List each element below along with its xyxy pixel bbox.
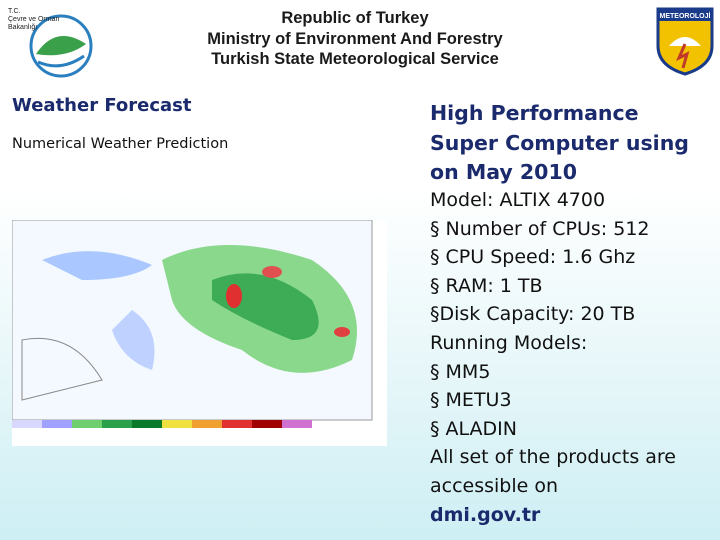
ministry-logo [29, 14, 93, 78]
logo-line: Çevre ve Orman [8, 16, 60, 23]
logo-line: T.C. [8, 8, 21, 15]
spec-line: § RAM: 1 TB [430, 274, 543, 297]
title-line: on May 2010 [430, 160, 577, 184]
spec-line: accessible on [430, 474, 559, 497]
left-subtitle: Numerical Weather Prediction [12, 136, 229, 152]
title-line: Super Computer using [430, 130, 689, 155]
spec-line: Model: ALTIX 4700 [430, 189, 606, 211]
header-line: Republic of Turkey [281, 9, 429, 27]
left-title: Weather Forecast [12, 95, 192, 116]
spec-line: § CPU Speed: 1.6 Ghz [430, 246, 636, 269]
spec-line: § Number of CPUs: 512 [430, 217, 650, 240]
header-line: Ministry of Environment And Forestry [207, 30, 503, 48]
color-bar [12, 420, 312, 428]
logo-text: T.C. Çevre ve Orman Bakanlığı [8, 8, 59, 32]
forecast-map [12, 220, 387, 446]
meteoroloji-logo: METEOROLOJİ [656, 7, 714, 76]
spec-line: All set of the products are [430, 446, 676, 469]
right-title: High Performance Super Computer using on… [430, 99, 689, 188]
logo-line: Bakanlığı [8, 24, 38, 31]
spec-line: § MM5 [430, 360, 491, 383]
spec-list: Model: ALTIX 4700 § Number of CPUs: 512 § … [430, 186, 676, 529]
logo-label: METEOROLOJİ [660, 12, 711, 20]
spec-line: § ALADIN [430, 417, 518, 440]
spec-line: Running Models: [430, 331, 588, 354]
link[interactable]: dmi.gov.tr [430, 503, 541, 526]
spec-line: § METU3 [430, 389, 512, 412]
title-line: High Performance [430, 101, 639, 125]
header-line: Turkish State Meteorological Service [211, 50, 499, 68]
spec-line: §Disk Capacity: 20 TB [430, 303, 636, 326]
